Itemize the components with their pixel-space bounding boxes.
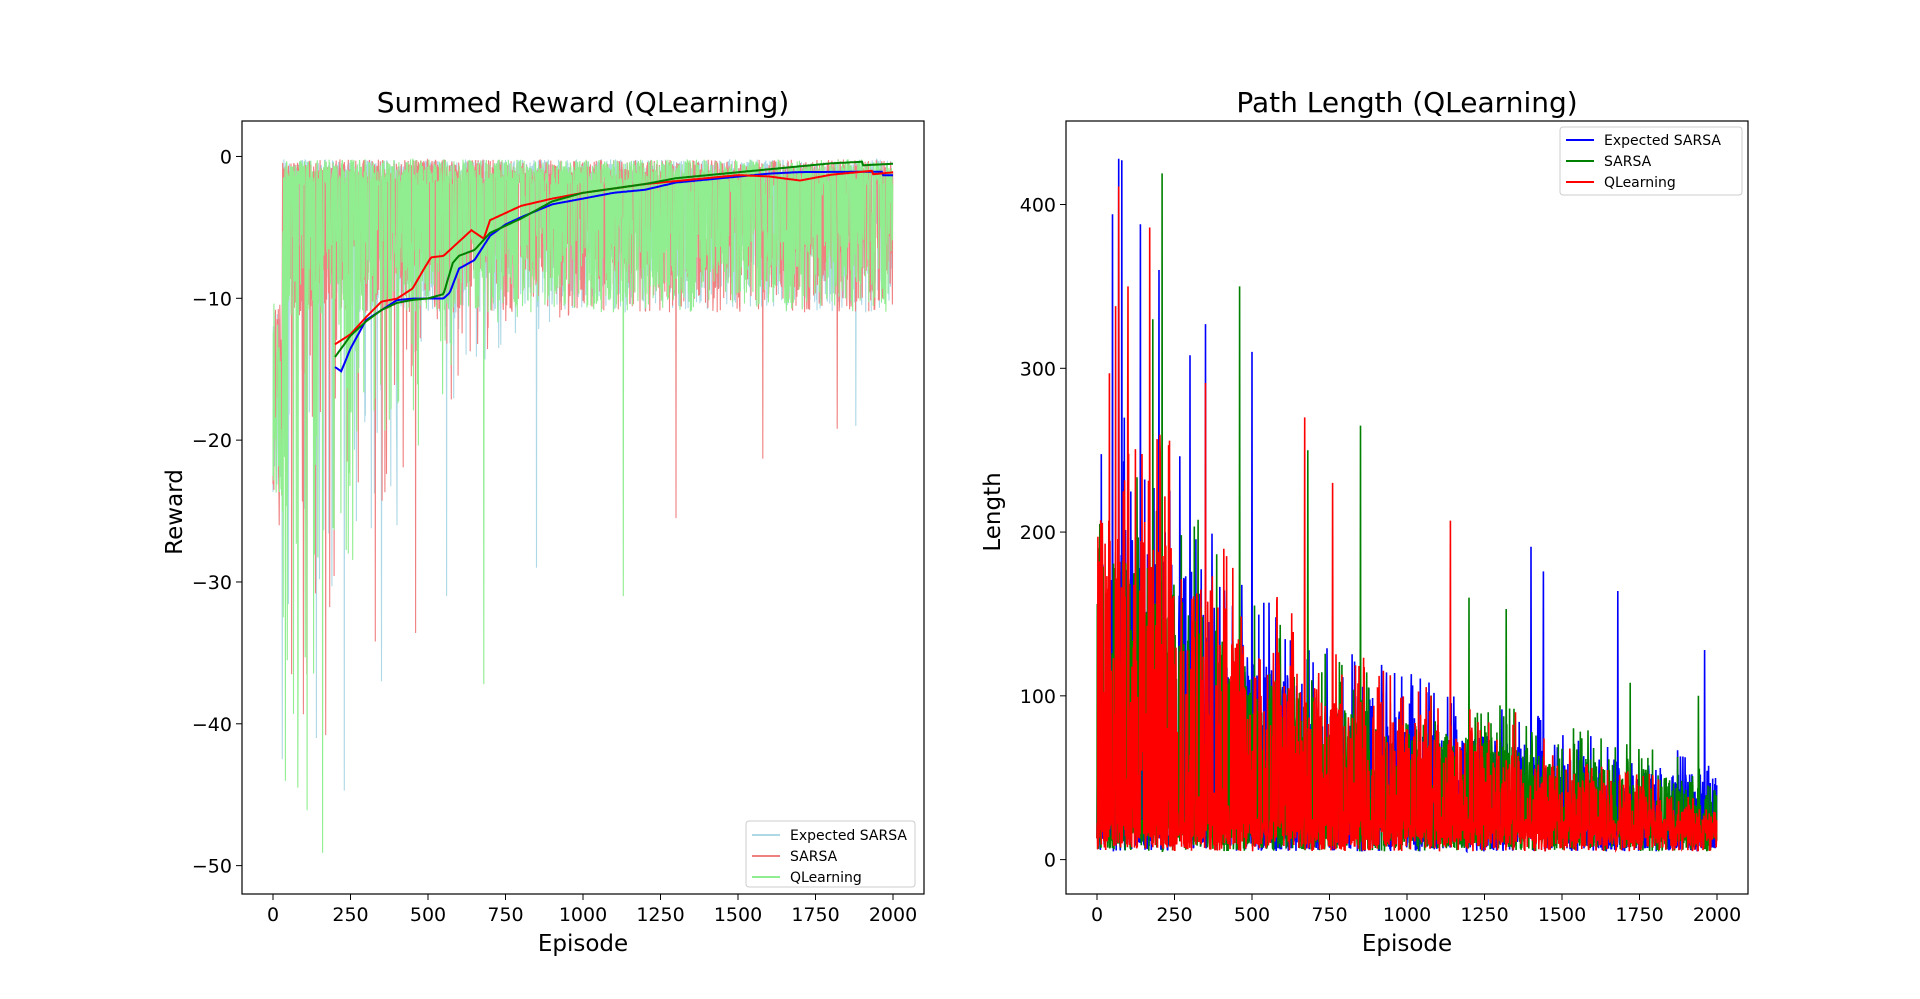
reward-x-axis-label: Episode — [538, 931, 628, 957]
length-x-tick-label: 1500 — [1538, 904, 1586, 926]
reward-legend-label-sarsa: SARSA — [790, 849, 838, 865]
reward-y-tick-label: −40 — [192, 714, 232, 736]
length-chart: 0 250 500 750 1000 1250 1500 1750 2000 0 100 200 300… — [980, 86, 1749, 957]
length-legend-label-qlearning: QLearning — [1604, 175, 1676, 191]
reward-chart-title: Summed Reward (QLearning) — [377, 86, 790, 119]
reward-legend: Expected SARSA SARSA QLearning — [745, 820, 916, 888]
reward-plot-area — [272, 158, 894, 853]
reward-raw-line-2 — [272, 158, 894, 853]
length-x-tick-label: 1250 — [1460, 904, 1508, 926]
length-legend-label-expected-sarsa: Expected SARSA — [1604, 133, 1721, 149]
length-legend-label-sarsa: SARSA — [1604, 154, 1652, 170]
reward-chart: 0 250 500 750 1000 1250 1500 1750 2000 0 −10 −20 −30… — [162, 86, 925, 957]
length-x-tick-label: 2000 — [1693, 904, 1741, 926]
reward-x-tick-label: 1250 — [636, 904, 684, 926]
length-ticks: 0 250 500 750 1000 1250 1500 1750 2000 0 100 200 300… — [1020, 195, 1741, 926]
length-legend-box — [1559, 126, 1743, 196]
length-x-axis-label: Episode — [1362, 931, 1452, 957]
reward-moving-average-line-2 — [334, 160, 893, 358]
reward-y-axis-label: Reward — [162, 469, 188, 555]
reward-x-tick-label: 1750 — [791, 904, 839, 926]
length-y-tick-label: 0 — [1044, 850, 1056, 872]
length-y-tick-label: 400 — [1020, 195, 1056, 217]
length-line-2 — [1096, 186, 1718, 853]
reward-y-tick-label: 0 — [220, 146, 232, 168]
length-y-tick-label: 300 — [1020, 358, 1056, 380]
length-plot-area — [1096, 158, 1718, 854]
reward-x-tick-label: 250 — [332, 904, 368, 926]
reward-x-tick-label: 2000 — [869, 904, 917, 926]
length-chart-title: Path Length (QLearning) — [1236, 86, 1577, 119]
reward-legend-label-qlearning: QLearning — [790, 870, 862, 886]
length-y-tick-label: 100 — [1020, 686, 1056, 708]
reward-x-tick-label: 1000 — [559, 904, 607, 926]
length-x-tick-label: 0 — [1091, 904, 1103, 926]
length-x-tick-label: 250 — [1156, 904, 1192, 926]
length-x-tick-label: 1000 — [1383, 904, 1431, 926]
reward-x-tick-label: 750 — [487, 904, 523, 926]
reward-x-tick-label: 500 — [410, 904, 446, 926]
reward-ticks: 0 250 500 750 1000 1250 1500 1750 2000 0 −10 −20 −30… — [192, 146, 917, 926]
reward-legend-box — [745, 820, 916, 888]
reward-y-tick-label: −30 — [192, 572, 232, 594]
length-x-tick-label: 750 — [1311, 904, 1347, 926]
length-legend: Expected SARSA SARSA QLearning — [1559, 126, 1743, 196]
reward-y-tick-label: −10 — [192, 288, 232, 310]
length-x-tick-label: 1750 — [1615, 904, 1663, 926]
length-x-tick-label: 500 — [1234, 904, 1270, 926]
reward-y-tick-label: −50 — [192, 856, 232, 878]
reward-legend-label-expected-sarsa: Expected SARSA — [790, 828, 907, 844]
length-y-tick-label: 200 — [1020, 522, 1056, 544]
length-y-axis-label: Length — [980, 472, 1006, 551]
reward-x-tick-label: 1500 — [714, 904, 762, 926]
reward-x-tick-label: 0 — [267, 904, 279, 926]
reward-y-tick-label: −20 — [192, 430, 232, 452]
